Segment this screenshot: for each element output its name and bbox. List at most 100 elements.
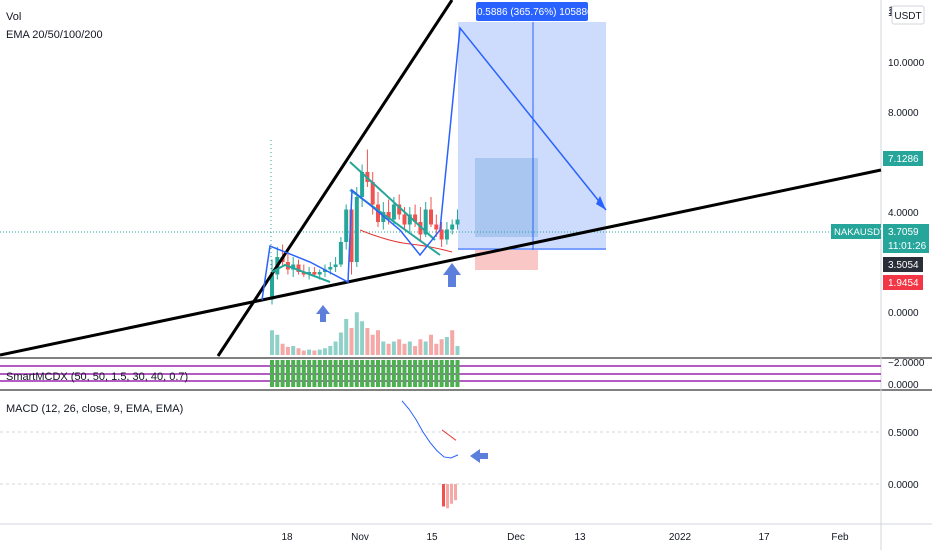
candle-body: [391, 204, 396, 220]
candle-body: [429, 209, 433, 225]
candle-body: [450, 224, 455, 230]
volume-bar: [333, 341, 338, 355]
time-axis[interactable]: 18 Nov 15 Dec 13 2022 17 Feb: [281, 532, 849, 543]
candle-body: [317, 272, 322, 275]
smi-legend[interactable]: SmartMCDX (50, 50, 1.5, 30, 40, 0.7): [6, 371, 188, 383]
volume-bar: [349, 328, 354, 355]
smi-bar: [280, 360, 285, 387]
candle-body: [333, 264, 338, 267]
smi-bar: [381, 360, 386, 387]
volume-bar: [391, 341, 396, 355]
smi-bar: [270, 360, 274, 387]
smi-bar: [450, 360, 455, 387]
smi-bar: [328, 360, 333, 387]
candle-body: [434, 224, 439, 230]
currency-badge-text: USDT: [894, 11, 921, 22]
smi-bar: [301, 360, 306, 387]
stop-zone[interactable]: [475, 250, 538, 270]
smi-bar: [354, 360, 359, 387]
smi-bar: [338, 360, 343, 387]
projection-arrowhead: [596, 196, 606, 210]
volume-bars: [270, 312, 460, 355]
smi-bar: [323, 360, 327, 387]
volume-bar: [365, 328, 370, 355]
macd-histogram-bar: [446, 484, 449, 509]
price-tick: 8.0000: [888, 108, 919, 119]
ema-legend[interactable]: EMA 20/50/100/200: [6, 29, 103, 41]
smi-bar: [402, 360, 407, 387]
smi-bar: [418, 360, 423, 387]
candle-body: [291, 264, 296, 270]
volume-bar: [376, 330, 380, 355]
volume-bar: [328, 346, 333, 355]
time-tick: 13: [574, 532, 586, 543]
volume-bar: [407, 341, 412, 355]
volume-bar: [423, 341, 428, 355]
candle-body: [301, 272, 306, 275]
smi-bar: [275, 360, 280, 387]
time-tick: Dec: [507, 532, 525, 543]
price-label-mid: 3.5054: [888, 260, 919, 271]
position-label[interactable]: 10.5886 (365.76%) 105886: [471, 7, 593, 18]
time-tick: Nov: [351, 532, 369, 543]
volume-bar: [317, 349, 322, 355]
time-tick: 17: [758, 532, 770, 543]
smi-bar: [413, 360, 418, 387]
symbol-label-bg: [831, 224, 881, 239]
volume-bar: [296, 348, 301, 355]
smi-bar: [285, 360, 290, 387]
candle-body: [439, 229, 444, 240]
price-label-top: 7.1286: [888, 154, 919, 165]
macd-histogram-bar: [442, 484, 445, 507]
macd-histogram-bar: [454, 484, 457, 501]
time-tick: 2022: [669, 532, 692, 543]
volume-bar: [439, 339, 444, 355]
candle-body: [349, 209, 354, 262]
smi-bar: [423, 360, 428, 387]
price-label-stop-bg: [883, 275, 923, 290]
time-tick: 18: [281, 532, 293, 543]
volume-bar: [307, 349, 312, 355]
candle-body: [402, 214, 407, 225]
steep-trendline[interactable]: [216, 0, 454, 357]
candles: [270, 149, 460, 305]
green-pattern-line[interactable]: [284, 264, 331, 283]
price-tick: 0.0000: [888, 308, 919, 319]
volume-bar: [344, 319, 349, 355]
smi-tick: 0.0000: [888, 380, 919, 391]
candle-body: [338, 242, 343, 265]
price-axis[interactable]: 12.000010.00008.00006.00004.00000.0000−2…: [888, 8, 925, 369]
candle-body: [328, 267, 333, 270]
volume-bar: [275, 334, 280, 355]
smi-bar: [376, 360, 380, 387]
volume-bar: [418, 339, 423, 355]
volume-bar: [434, 343, 439, 355]
candle-body: [296, 264, 301, 272]
volume-bar: [360, 321, 365, 355]
macd-tick: 0.5000: [888, 428, 919, 439]
entry-zone[interactable]: [475, 158, 538, 237]
currency-badge[interactable]: [891, 5, 925, 25]
arrow-left-icon: [470, 449, 488, 463]
smi-bar: [439, 360, 444, 387]
volume-bar: [280, 343, 285, 355]
support-trendline[interactable]: [0, 168, 882, 357]
candle-body: [312, 272, 317, 275]
candle-body: [418, 222, 423, 235]
candle-body: [423, 209, 428, 235]
projection-path[interactable]: [261, 26, 607, 301]
volume-bar: [354, 312, 359, 355]
macd-legend[interactable]: MACD (12, 26, close, 9, EMA, EMA): [6, 403, 183, 415]
volume-bar: [323, 348, 327, 355]
macd-tick: 0.0000: [888, 480, 919, 491]
green-pattern-top[interactable]: [349, 161, 436, 241]
volume-bar: [301, 350, 306, 355]
volume-legend[interactable]: Vol: [6, 11, 21, 23]
volume-bar: [312, 350, 317, 355]
symbol-label[interactable]: NAKAUSDT: [834, 227, 886, 238]
candle-body: [386, 212, 391, 220]
price-axis-top: 1: [888, 5, 894, 17]
macd-line: [401, 400, 459, 459]
smi-bar: [444, 360, 449, 387]
